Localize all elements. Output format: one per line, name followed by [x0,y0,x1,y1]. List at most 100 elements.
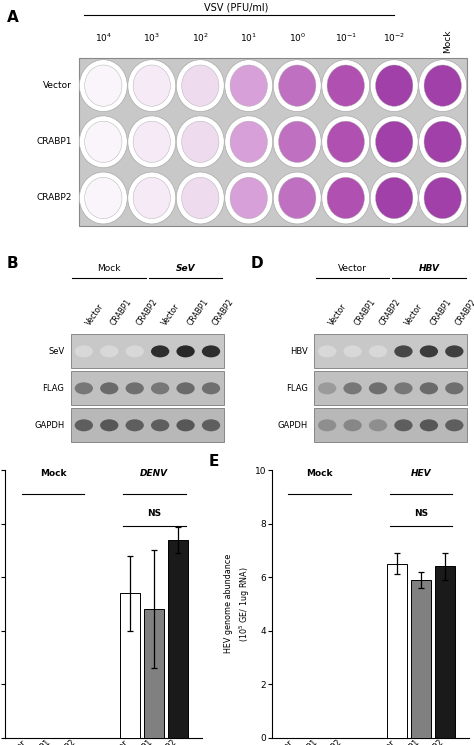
Ellipse shape [182,121,219,162]
Ellipse shape [230,65,267,107]
Ellipse shape [79,60,128,112]
Ellipse shape [424,177,461,218]
Ellipse shape [75,382,93,394]
Text: 10$^{-2}$: 10$^{-2}$ [383,31,405,44]
Bar [71,335,224,368]
Text: E: E [209,454,219,469]
Ellipse shape [230,177,267,218]
Ellipse shape [327,177,365,218]
Ellipse shape [133,65,171,107]
Text: DENV: DENV [140,469,168,478]
Text: CRABP1: CRABP1 [353,297,377,327]
Bar [71,372,224,405]
Ellipse shape [176,60,224,112]
Ellipse shape [327,121,365,162]
Ellipse shape [225,116,273,168]
Ellipse shape [176,382,195,394]
Ellipse shape [100,419,118,431]
Ellipse shape [202,419,220,431]
Text: A: A [7,10,19,25]
Ellipse shape [394,346,412,358]
Ellipse shape [318,346,336,358]
Ellipse shape [100,346,118,358]
Bar [144,609,164,738]
Ellipse shape [133,177,171,218]
Ellipse shape [126,419,144,431]
Ellipse shape [126,346,144,358]
Ellipse shape [176,172,224,224]
Bar [411,580,431,738]
Ellipse shape [85,177,122,218]
Ellipse shape [322,116,370,168]
Text: CRABP2: CRABP2 [36,194,72,203]
Ellipse shape [370,60,418,112]
Ellipse shape [128,172,176,224]
Text: VSV (PFU/ml): VSV (PFU/ml) [204,2,269,12]
Ellipse shape [445,419,464,431]
Ellipse shape [128,60,176,112]
Ellipse shape [279,177,316,218]
Ellipse shape [202,382,220,394]
Ellipse shape [75,346,93,358]
Text: CRABP2: CRABP2 [211,297,236,327]
Text: D: D [250,256,263,270]
Ellipse shape [75,419,93,431]
Ellipse shape [344,346,362,358]
Ellipse shape [182,177,219,218]
Bar [314,408,467,443]
Ellipse shape [370,172,418,224]
Ellipse shape [445,346,464,358]
Ellipse shape [126,382,144,394]
Ellipse shape [151,382,169,394]
Ellipse shape [370,116,418,168]
Text: Vector: Vector [160,302,182,327]
Ellipse shape [176,116,224,168]
Ellipse shape [202,346,220,358]
Ellipse shape [375,177,413,218]
Text: Mock: Mock [443,30,452,53]
Text: GAPDH: GAPDH [34,421,64,430]
Bar [120,593,140,738]
Ellipse shape [176,419,195,431]
Text: B: B [7,256,18,270]
Ellipse shape [369,382,387,394]
Ellipse shape [369,346,387,358]
Text: CRABP1: CRABP1 [36,137,72,146]
Ellipse shape [279,121,316,162]
Text: Vector: Vector [43,81,72,90]
Ellipse shape [420,419,438,431]
Text: 10$^3$: 10$^3$ [143,31,160,44]
Text: CRABP1: CRABP1 [429,297,454,327]
Text: FLAG: FLAG [286,384,308,393]
Text: Mock: Mock [307,469,333,478]
Bar [314,372,467,405]
Ellipse shape [322,172,370,224]
Ellipse shape [128,116,176,168]
Text: Vector: Vector [338,264,367,273]
Ellipse shape [176,346,195,358]
Ellipse shape [420,382,438,394]
Ellipse shape [420,346,438,358]
Ellipse shape [419,116,467,168]
Ellipse shape [273,172,321,224]
Text: CRABP2: CRABP2 [378,297,403,327]
Text: CRABP1: CRABP1 [185,297,210,327]
Ellipse shape [344,419,362,431]
Ellipse shape [369,419,387,431]
Bar [387,564,407,738]
Bar [314,335,467,368]
Text: HEV: HEV [411,469,431,478]
Bar [435,566,456,738]
Ellipse shape [375,121,413,162]
Ellipse shape [225,60,273,112]
Text: 10$^0$: 10$^0$ [289,31,306,44]
Text: CRABP2: CRABP2 [454,297,474,327]
Text: HBV: HBV [419,264,439,273]
Ellipse shape [151,419,169,431]
Ellipse shape [273,60,321,112]
Text: 10$^4$: 10$^4$ [95,31,112,44]
Ellipse shape [225,172,273,224]
Ellipse shape [79,172,128,224]
Text: NS: NS [414,510,428,519]
Bar [71,408,224,443]
